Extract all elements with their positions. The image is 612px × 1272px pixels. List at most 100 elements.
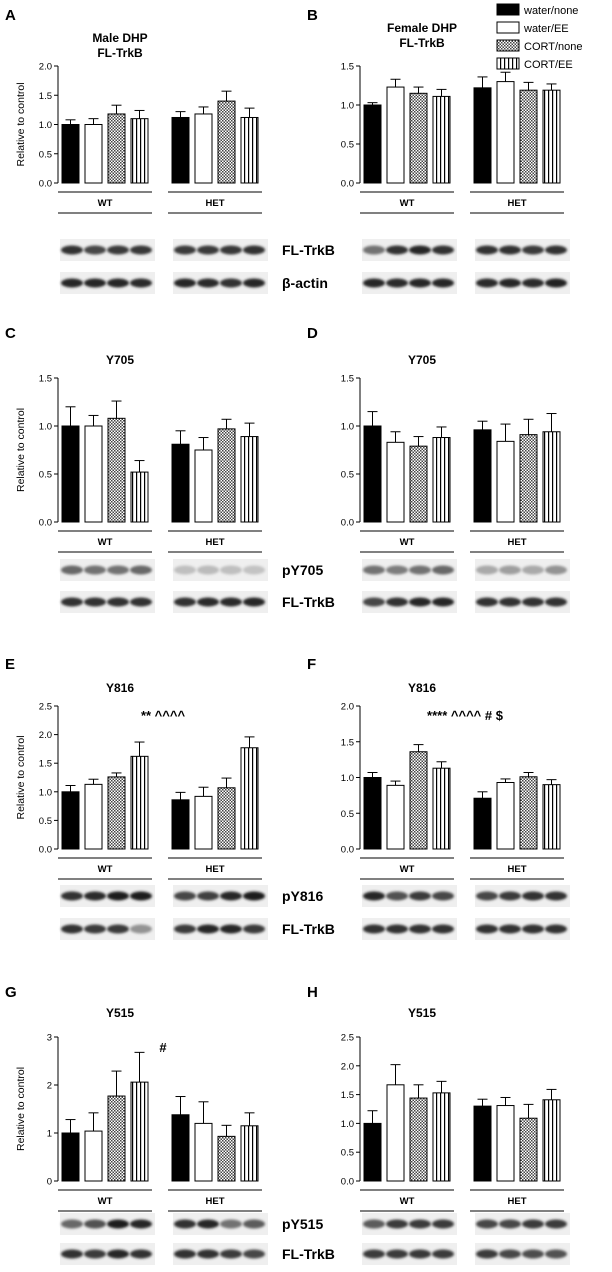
bar (61, 1132, 80, 1182)
bar (240, 747, 259, 850)
group-label: WT (400, 864, 415, 875)
blot-band (243, 891, 265, 901)
bar (61, 124, 80, 184)
blot-band (197, 924, 219, 934)
legend-label-cort-none: CORT/none (524, 41, 583, 53)
y-tick-label: 2 (47, 1081, 52, 1092)
blot-band (545, 924, 567, 934)
blot-band (499, 891, 521, 901)
y-tick-label: 0.0 (39, 518, 52, 529)
bar (386, 1084, 405, 1182)
blot-band (174, 565, 196, 575)
blot-band (107, 891, 129, 901)
blot-band (174, 1219, 196, 1229)
bar (217, 100, 236, 184)
significance-annotation: # (159, 1040, 167, 1055)
panel-letter: A (5, 7, 16, 24)
panel-title: Y515 (408, 1006, 436, 1020)
blot-band (130, 245, 152, 255)
y-tick-label: 0.5 (341, 1148, 354, 1159)
blot-band (107, 924, 129, 934)
y-tick-label: 1.5 (341, 62, 354, 73)
panel-letter: D (307, 325, 318, 342)
y-tick-label: 0.5 (39, 816, 52, 827)
blot-band (84, 924, 106, 934)
blot-band (84, 891, 106, 901)
blot-band (409, 891, 431, 901)
blot-band (130, 1249, 152, 1259)
panel-c: C Y705 0.0 0.5 1.0 1.5 Relative to control WT HE… (5, 325, 335, 613)
bar (240, 1125, 259, 1182)
blot-band (84, 245, 106, 255)
panel-letter: B (307, 7, 318, 24)
blot-band (545, 245, 567, 255)
blot-band (243, 1249, 265, 1259)
bar (519, 89, 538, 184)
blot-band (363, 924, 385, 934)
bar (194, 113, 213, 184)
panel-letter: E (5, 656, 15, 673)
bar (473, 797, 492, 850)
y-tick-label: 0.5 (341, 809, 354, 820)
blot-band (386, 278, 408, 288)
blot-band (432, 1249, 454, 1259)
bar (107, 417, 126, 523)
blot-band (386, 245, 408, 255)
bar (84, 425, 103, 523)
blot-band (476, 565, 498, 575)
blot-band (197, 1219, 219, 1229)
blot-band (476, 278, 498, 288)
blot-band (409, 1219, 431, 1229)
panel-g: G Y515 0 1 2 3 Relative to control WT HET # pY515 F… (5, 984, 335, 1265)
panel-title: Male DHP (92, 31, 147, 45)
bar (61, 791, 80, 850)
bar (171, 799, 190, 850)
blot-band (197, 1249, 219, 1259)
blot-band (220, 1249, 242, 1259)
blot-band (61, 924, 83, 934)
bar (432, 767, 451, 850)
bar (519, 434, 538, 523)
bar (171, 1114, 190, 1182)
bar (386, 86, 405, 184)
blot-band (61, 278, 83, 288)
y-tick-label: 1.5 (39, 374, 52, 385)
bar (409, 751, 428, 850)
blot-band (174, 924, 196, 934)
group-label: WT (98, 537, 113, 548)
significance-annotation: **** ^^^^ # $ (427, 708, 504, 723)
blot-label: FL-TrkB (282, 921, 335, 937)
y-tick-label: 1.0 (39, 787, 52, 798)
blot-band (363, 565, 385, 575)
group-label: HET (206, 198, 225, 209)
legend-swatch-water-none (496, 3, 520, 16)
blot-band (386, 1219, 408, 1229)
y-tick-label: 0.5 (39, 149, 52, 160)
blot-band (61, 891, 83, 901)
y-tick-label: 2.5 (341, 1033, 354, 1044)
blot-band (243, 278, 265, 288)
blot-band (220, 891, 242, 901)
blot-band (197, 891, 219, 901)
panel-title: Y816 (106, 681, 134, 695)
blot-label: FL-TrkB (282, 1246, 335, 1262)
legend-swatch-cort-none (496, 39, 520, 52)
group-label: HET (206, 537, 225, 548)
blot-band (545, 1219, 567, 1229)
bar (107, 113, 126, 184)
blot-label: pY816 (282, 888, 323, 904)
blot-band (409, 597, 431, 607)
blot-band (107, 278, 129, 288)
blot-label: pY705 (282, 562, 323, 578)
y-tick-label: 1.5 (39, 91, 52, 102)
legend-swatch-cort-ee (496, 57, 520, 70)
group-label: WT (98, 1196, 113, 1207)
bar (130, 1081, 149, 1182)
y-tick-label: 1 (47, 1129, 52, 1140)
blot-band (476, 924, 498, 934)
group-label: WT (98, 198, 113, 209)
blot-band (476, 891, 498, 901)
y-axis-label: Relative to control (15, 1067, 27, 1151)
y-axis-label: Relative to control (15, 408, 27, 492)
